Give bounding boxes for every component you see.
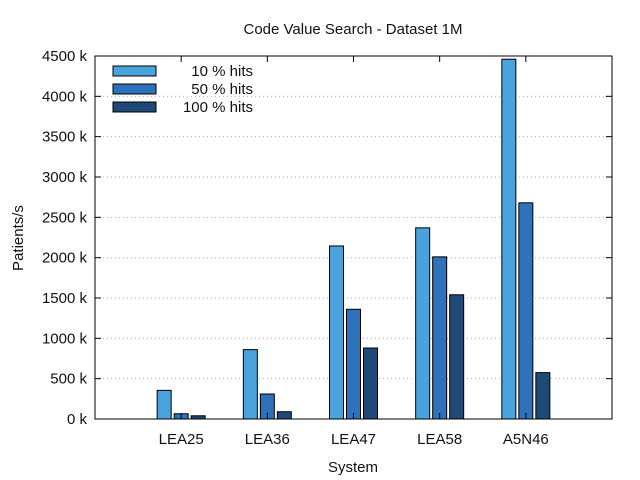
bar-lea58-series-3 [449,294,465,420]
x-tick-label: LEA58 [417,431,462,448]
bar-lea47-series-2 [346,308,361,420]
y-tick-label: 1500 k [42,290,88,307]
y-tick-label: 3000 k [42,169,88,186]
x-tick-label: LEA47 [331,431,376,448]
bar-lea58-series-1 [415,227,431,420]
legend-label: 100 % hits [183,99,253,116]
bar-a5n46-series-1 [501,58,517,420]
x-axis-label: System [328,459,378,476]
y-axis-label: Patients/s [10,205,27,271]
x-tick-label: LEA36 [245,431,290,448]
bar-lea25-series-1 [156,389,172,420]
legend-swatch [112,101,157,113]
bar-lea58-series-2 [432,256,448,420]
legend-label: 50 % hits [191,81,253,98]
y-tick-label: 500 k [50,371,87,388]
bar-a5n46-series-3 [535,372,551,420]
x-tick-label: LEA25 [159,431,204,448]
y-tick-label: 0 k [67,411,88,428]
legend-swatch [112,65,157,77]
y-tick-label: 2500 k [42,209,88,226]
y-tick-label: 1000 k [42,330,88,347]
legend-swatch [112,83,157,95]
bar-lea47-series-1 [329,245,344,420]
x-tick-label: A5N46 [503,431,549,448]
bar-lea36-series-1 [242,349,258,420]
y-tick-label: 4500 k [42,48,88,65]
bar-a5n46-series-2 [518,202,534,420]
chart-title: Code Value Search - Dataset 1M [243,21,462,38]
y-tick-label: 4000 k [42,88,88,105]
axis-ticks: 0 k 500 k 1000 k 1500 k 2000 k 2500 k 3000 k 35… [42,48,612,448]
bar-lea36-series-3 [276,411,292,420]
legend-label: 10 % hits [191,63,253,80]
bar-lea47-series-3 [363,347,378,420]
y-tick-label: 3500 k [42,129,88,146]
y-tick-label: 2000 k [42,250,88,267]
